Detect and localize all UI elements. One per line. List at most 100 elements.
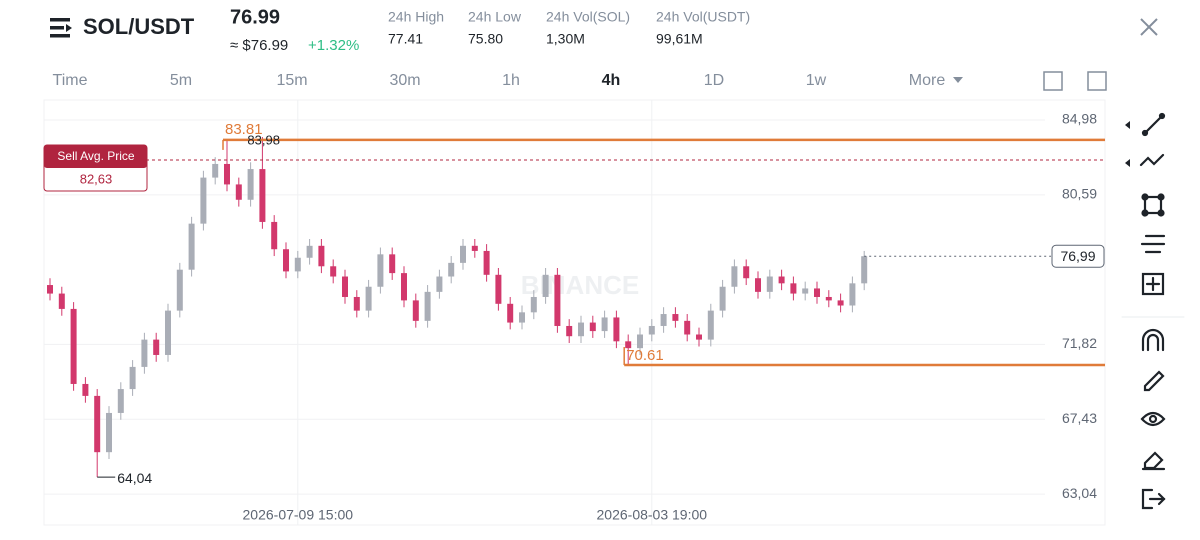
- candle-body: [153, 339, 160, 355]
- candle-body: [424, 291, 431, 321]
- y-tick-label: 67,43: [1062, 410, 1097, 426]
- candle-body: [589, 322, 596, 332]
- candle-body: [648, 325, 655, 335]
- candle-body: [365, 286, 372, 311]
- stat-value: 1,30M: [546, 31, 585, 47]
- last-price-box: [1051, 244, 1105, 268]
- price-usd: ≈ $76.99: [230, 37, 288, 54]
- candle-body: [58, 293, 65, 309]
- candle-body: [660, 314, 667, 326]
- candle-body: [401, 273, 407, 301]
- candle-body: [377, 254, 384, 287]
- candle-body: [448, 262, 455, 277]
- candle-body: [82, 383, 89, 396]
- timeframe-tab[interactable]: 1D: [704, 72, 724, 89]
- candle-body: [471, 245, 478, 251]
- x-tick-label: 2026-08-03 19:00: [597, 507, 708, 523]
- candle-body: [141, 339, 148, 367]
- candle-body: [70, 308, 77, 384]
- timeframe-tab[interactable]: 5m: [170, 72, 192, 89]
- candle-body: [802, 288, 809, 294]
- chart-frame: [43, 99, 1106, 526]
- timeframe-tab[interactable]: 1w: [806, 72, 827, 89]
- more-arrow: [953, 77, 963, 83]
- candle-body: [342, 276, 348, 297]
- timeframe-tab[interactable]: 15m: [276, 72, 307, 89]
- candle-body: [542, 274, 549, 297]
- last-price-label: 76,99: [1060, 248, 1095, 264]
- candle-body: [755, 278, 761, 292]
- candle-body: [766, 276, 773, 292]
- candle-body: [578, 322, 584, 337]
- candle-body: [790, 283, 797, 294]
- candle-body: [719, 286, 726, 311]
- y-tick-label: 80,59: [1062, 186, 1097, 202]
- low-label: 64,04: [117, 470, 152, 486]
- candle-body: [495, 274, 502, 304]
- candle-body: [271, 221, 278, 250]
- y-tick-label: 63,04: [1062, 485, 1097, 501]
- candle-body: [176, 269, 183, 311]
- candle-body: [247, 169, 254, 200]
- logo: [50, 18, 72, 38]
- high-label: 83,98: [247, 132, 280, 147]
- candle-body: [283, 249, 289, 272]
- timeframe-tab[interactable]: 30m: [389, 72, 420, 89]
- candle-body: [672, 314, 679, 321]
- candle-body: [117, 389, 124, 413]
- candle-body: [436, 276, 443, 292]
- sell-avg-label: Sell Avg. Price: [57, 149, 134, 163]
- stat-label: 24h Vol(SOL): [546, 9, 630, 25]
- candle-body: [825, 296, 832, 301]
- candle-body: [188, 223, 195, 270]
- candle-body: [837, 300, 844, 306]
- timeframe-tab[interactable]: 1h: [502, 72, 520, 89]
- candle-body: [554, 274, 561, 326]
- candle-body: [412, 300, 419, 321]
- candle-body: [696, 334, 702, 340]
- candle-body: [625, 341, 632, 349]
- draw-toolbar[interactable]: [1121, 112, 1185, 510]
- candle-body: [200, 177, 207, 224]
- candle-body: [129, 366, 136, 390]
- candle-body: [106, 412, 112, 453]
- candle-body: [566, 325, 573, 337]
- candle-body: [306, 245, 313, 258]
- timeframe-tab[interactable]: More: [909, 72, 946, 89]
- candle-body: [330, 266, 337, 277]
- candle-body: [47, 285, 53, 294]
- candle-body: [684, 320, 691, 335]
- watermark: BINANCE: [521, 270, 639, 300]
- symbol[interactable]: SOL/USDT: [83, 14, 195, 39]
- candle-body: [530, 296, 537, 313]
- change: +1.32%: [308, 37, 359, 54]
- stat-value: 99,61M: [656, 31, 703, 47]
- candle-body: [259, 169, 266, 222]
- candle-body: [849, 283, 856, 306]
- candle-body: [731, 266, 738, 287]
- stat-value: 77.41: [388, 31, 423, 47]
- candle-body: [483, 250, 490, 275]
- candle-body: [318, 245, 325, 267]
- candle-body: [601, 317, 608, 332]
- close-button[interactable]: [1140, 18, 1158, 36]
- candle-body: [814, 288, 820, 297]
- candle-body: [637, 334, 643, 349]
- toolbar-top[interactable]: [1043, 71, 1107, 91]
- candle-body: [165, 310, 171, 355]
- candle-body: [519, 312, 525, 323]
- sell-avg-head: [44, 145, 147, 168]
- price-line-label: 70.61: [626, 347, 664, 364]
- candle-body: [224, 163, 230, 185]
- stat-label: 24h High: [388, 9, 444, 25]
- candle-body: [235, 184, 242, 200]
- candle-body: [94, 395, 101, 453]
- candle-body: [294, 257, 301, 272]
- y-tick-label: 71,82: [1062, 335, 1097, 351]
- candle-body: [507, 303, 514, 323]
- timeframe-tab[interactable]: 4h: [602, 72, 621, 89]
- timeframe-tab[interactable]: Time: [53, 72, 88, 89]
- y-tick-label: 84,98: [1062, 111, 1097, 127]
